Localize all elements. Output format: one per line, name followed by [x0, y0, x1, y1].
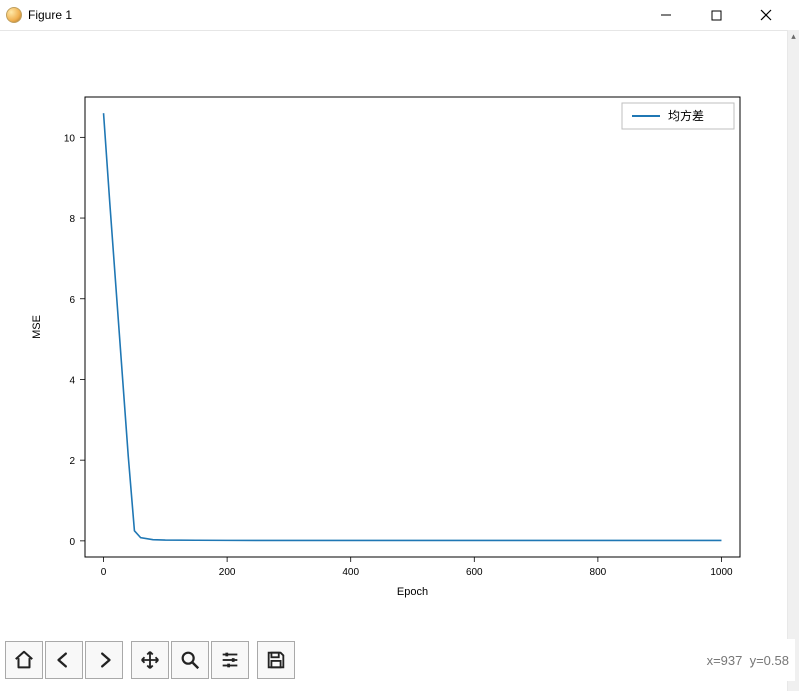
close-button[interactable] [751, 3, 781, 27]
svg-text:2: 2 [69, 456, 75, 467]
matplotlib-toolbar: x=937 y=0.58 [4, 639, 795, 681]
svg-text:10: 10 [64, 133, 76, 144]
scroll-up-icon[interactable]: ▴ [788, 30, 799, 42]
svg-text:6: 6 [69, 295, 75, 306]
vertical-scrollbar[interactable]: ▴ [787, 30, 799, 691]
svg-text:400: 400 [342, 567, 359, 578]
svg-text:8: 8 [69, 214, 75, 225]
svg-text:200: 200 [219, 567, 236, 578]
window-titlebar: Figure 1 [0, 0, 799, 30]
back-button[interactable] [45, 641, 83, 679]
svg-text:0: 0 [101, 567, 107, 578]
maximize-button[interactable] [701, 3, 731, 27]
svg-text:4: 4 [69, 375, 75, 386]
svg-text:800: 800 [590, 567, 607, 578]
figure-canvas[interactable]: 0 200 400 600 800 1000 0 2 4 6 8 10 Epoch MSE 均方差 [0, 31, 799, 631]
coord-y: y=0.58 [750, 653, 789, 668]
coord-readout: x=937 y=0.58 [707, 653, 795, 668]
svg-text:Epoch: Epoch [397, 586, 428, 598]
minimize-button[interactable] [651, 3, 681, 27]
window-title: Figure 1 [28, 8, 72, 22]
mse-chart: 0 200 400 600 800 1000 0 2 4 6 8 10 Epoch MSE 均方差 [0, 31, 799, 631]
svg-text:600: 600 [466, 567, 483, 578]
coord-x: x=937 [707, 653, 743, 668]
home-button[interactable] [5, 641, 43, 679]
pan-button[interactable] [131, 641, 169, 679]
svg-text:1000: 1000 [710, 567, 733, 578]
save-button[interactable] [257, 641, 295, 679]
svg-text:0: 0 [69, 537, 75, 548]
forward-button[interactable] [85, 641, 123, 679]
svg-text:MSE: MSE [31, 315, 43, 339]
svg-text:均方差: 均方差 [668, 108, 704, 123]
zoom-button[interactable] [171, 641, 209, 679]
app-icon [6, 7, 22, 23]
window-controls [651, 3, 791, 27]
configure-button[interactable] [211, 641, 249, 679]
